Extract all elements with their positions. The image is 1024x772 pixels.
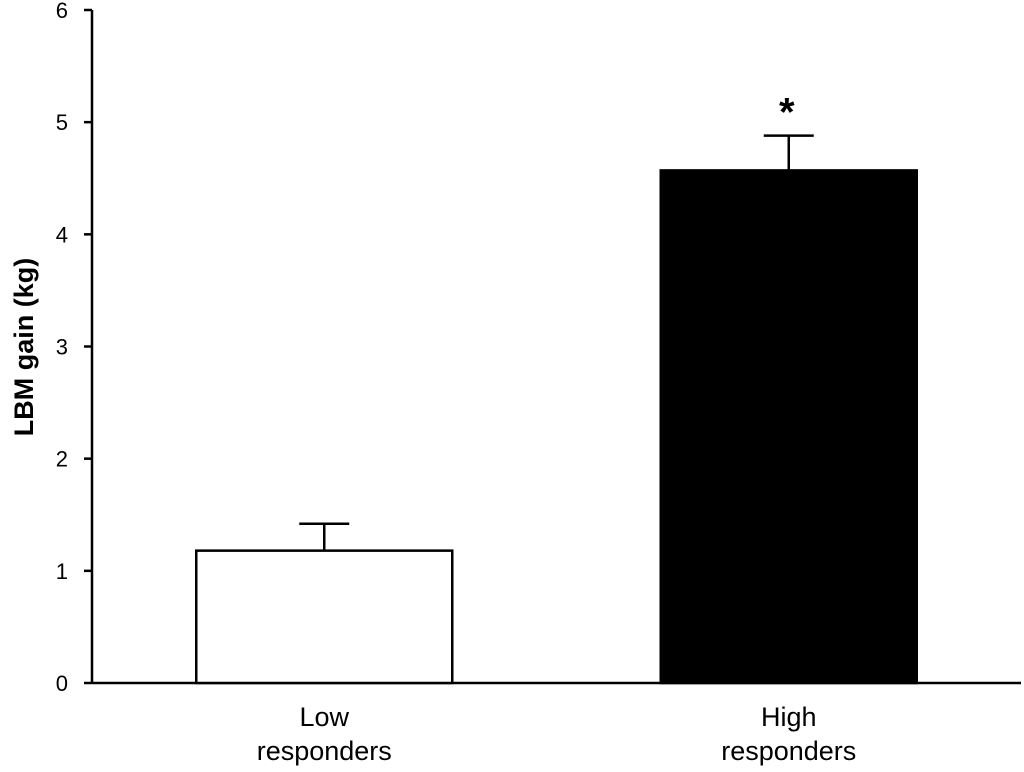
error-bars xyxy=(299,134,814,551)
category-label: High responders xyxy=(721,702,856,766)
y-tick-label: 5 xyxy=(56,110,68,135)
y-tick-label: 6 xyxy=(56,0,68,23)
y-axis-title: LBM gain (kg) xyxy=(9,258,39,436)
category-label: Low responders xyxy=(257,702,392,766)
bars xyxy=(195,169,918,685)
y-tick-label: 4 xyxy=(56,222,68,247)
category-label-line: High xyxy=(761,702,817,732)
category-labels: Low responders High responders xyxy=(257,702,857,766)
y-axis: 0 1 2 3 4 5 6 xyxy=(56,0,94,696)
category-label-line: Low xyxy=(299,702,349,732)
bar xyxy=(659,169,918,685)
category-label-line: responders xyxy=(257,736,392,766)
annotations: * xyxy=(779,91,795,135)
y-tick-label: 3 xyxy=(56,335,68,360)
bar xyxy=(195,549,454,685)
y-tick-label: 1 xyxy=(56,559,68,584)
category-label-line: responders xyxy=(721,736,856,766)
significance-mark: * xyxy=(779,91,795,135)
y-tick-label: 2 xyxy=(56,447,68,472)
y-tick-label: 0 xyxy=(56,671,68,696)
